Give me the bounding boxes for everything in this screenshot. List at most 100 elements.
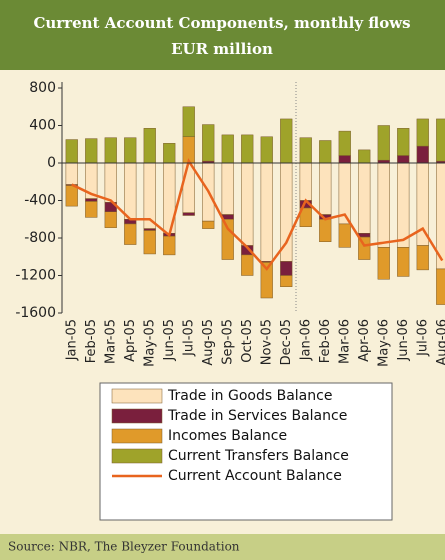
- x-tick-label: Aug-05: [201, 319, 216, 366]
- header: [0, 0, 445, 70]
- x-tick-label: Mar-06: [337, 319, 352, 364]
- bar: [358, 162, 371, 234]
- bar: [358, 233, 371, 238]
- bar: [338, 130, 351, 156]
- x-tick-label: May-05: [142, 319, 157, 367]
- bar: [104, 211, 117, 228]
- bar: [416, 118, 429, 147]
- bar: [436, 118, 445, 162]
- bar: [182, 162, 195, 213]
- footer: [0, 534, 445, 560]
- y-tick-label: -800: [24, 230, 56, 246]
- legend-label: Trade in Services Balance: [167, 408, 347, 424]
- legend-swatch: [111, 448, 163, 464]
- bar: [319, 219, 332, 242]
- x-tick-label: Jun-06: [396, 319, 411, 362]
- y-tick-label: -1200: [15, 268, 56, 284]
- bar: [143, 228, 156, 231]
- bar: [202, 220, 215, 229]
- bar: [85, 198, 98, 202]
- bar: [65, 139, 78, 164]
- bar: [182, 212, 195, 216]
- x-tick-label: Jun-05: [162, 319, 177, 362]
- x-tick-label: Feb-05: [84, 319, 99, 363]
- bar: [104, 137, 117, 164]
- x-tick-label: Sep-05: [220, 319, 235, 365]
- bar: [221, 219, 234, 260]
- legend-label: Trade in Goods Balance: [167, 388, 332, 404]
- bar: [163, 235, 176, 256]
- y-tick-label: 400: [29, 118, 56, 134]
- x-tick-label: May-06: [376, 319, 391, 367]
- bar: [260, 136, 273, 164]
- bar: [299, 207, 312, 227]
- bar: [260, 262, 273, 299]
- legend-label: Current Account Balance: [168, 468, 342, 484]
- bar: [65, 162, 78, 185]
- x-tick-label: Jul-05: [181, 319, 196, 357]
- bar: [358, 236, 371, 260]
- bar: [241, 134, 254, 164]
- bar: [280, 261, 293, 276]
- bar: [280, 118, 293, 164]
- chart-subtitle: EUR million: [171, 40, 273, 58]
- line: [71, 158, 444, 271]
- legend-swatch: [111, 408, 163, 424]
- bar: [319, 140, 332, 164]
- bar: [85, 138, 98, 164]
- bar: [397, 128, 410, 156]
- x-tick-label: Apr-06: [357, 319, 372, 362]
- legend-label: Incomes Balance: [168, 428, 287, 444]
- bar: [85, 201, 98, 218]
- bar: [124, 223, 137, 245]
- bar: [241, 162, 254, 246]
- bar: [143, 128, 156, 164]
- x-tick-label: Dec-05: [279, 319, 294, 365]
- bar: [182, 106, 195, 137]
- x-tick-label: Mar-05: [103, 319, 118, 364]
- bar: [338, 155, 351, 164]
- bar: [377, 247, 390, 280]
- legend-swatch: [111, 388, 163, 404]
- bar: [397, 155, 410, 164]
- legend-label: Current Transfers Balance: [168, 448, 349, 464]
- bar: [280, 275, 293, 287]
- bar: [221, 162, 234, 215]
- y-tick-label: 800: [29, 80, 56, 96]
- bar: [221, 134, 234, 164]
- bar: [241, 254, 254, 276]
- bar: [202, 124, 215, 162]
- bar: [338, 223, 351, 248]
- bar: [299, 137, 312, 164]
- chart-title: Current Account Components, monthly flow…: [33, 14, 410, 32]
- bar: [377, 125, 390, 161]
- x-tick-label: Feb-06: [318, 319, 333, 363]
- legend-swatch: [111, 428, 163, 444]
- bar: [163, 143, 176, 164]
- bar: [436, 268, 445, 305]
- x-tick-label: Jan-05: [64, 319, 79, 361]
- x-tick-label: Aug-06: [435, 319, 445, 366]
- bar: [299, 162, 312, 201]
- bar: [143, 230, 156, 255]
- bar: [124, 162, 137, 220]
- source: Source: NBR, The Bleyzer Foundation: [8, 540, 240, 554]
- x-tick-label: Oct-05: [240, 319, 255, 363]
- x-tick-label: Jul-06: [415, 319, 430, 357]
- bar: [397, 162, 410, 248]
- x-tick-label: Apr-05: [123, 319, 138, 362]
- bar: [416, 145, 429, 164]
- bar: [416, 245, 429, 271]
- bar: [319, 162, 332, 215]
- bar: [397, 247, 410, 277]
- bar: [377, 162, 390, 248]
- y-tick-label: 0: [47, 155, 56, 171]
- x-tick-label: Jan-06: [298, 319, 313, 361]
- bar: [65, 185, 78, 207]
- bar: [260, 162, 273, 262]
- bar: [358, 149, 371, 164]
- y-tick-label: -400: [24, 193, 56, 209]
- bar: [104, 162, 117, 203]
- y-tick-label: -1600: [15, 305, 56, 321]
